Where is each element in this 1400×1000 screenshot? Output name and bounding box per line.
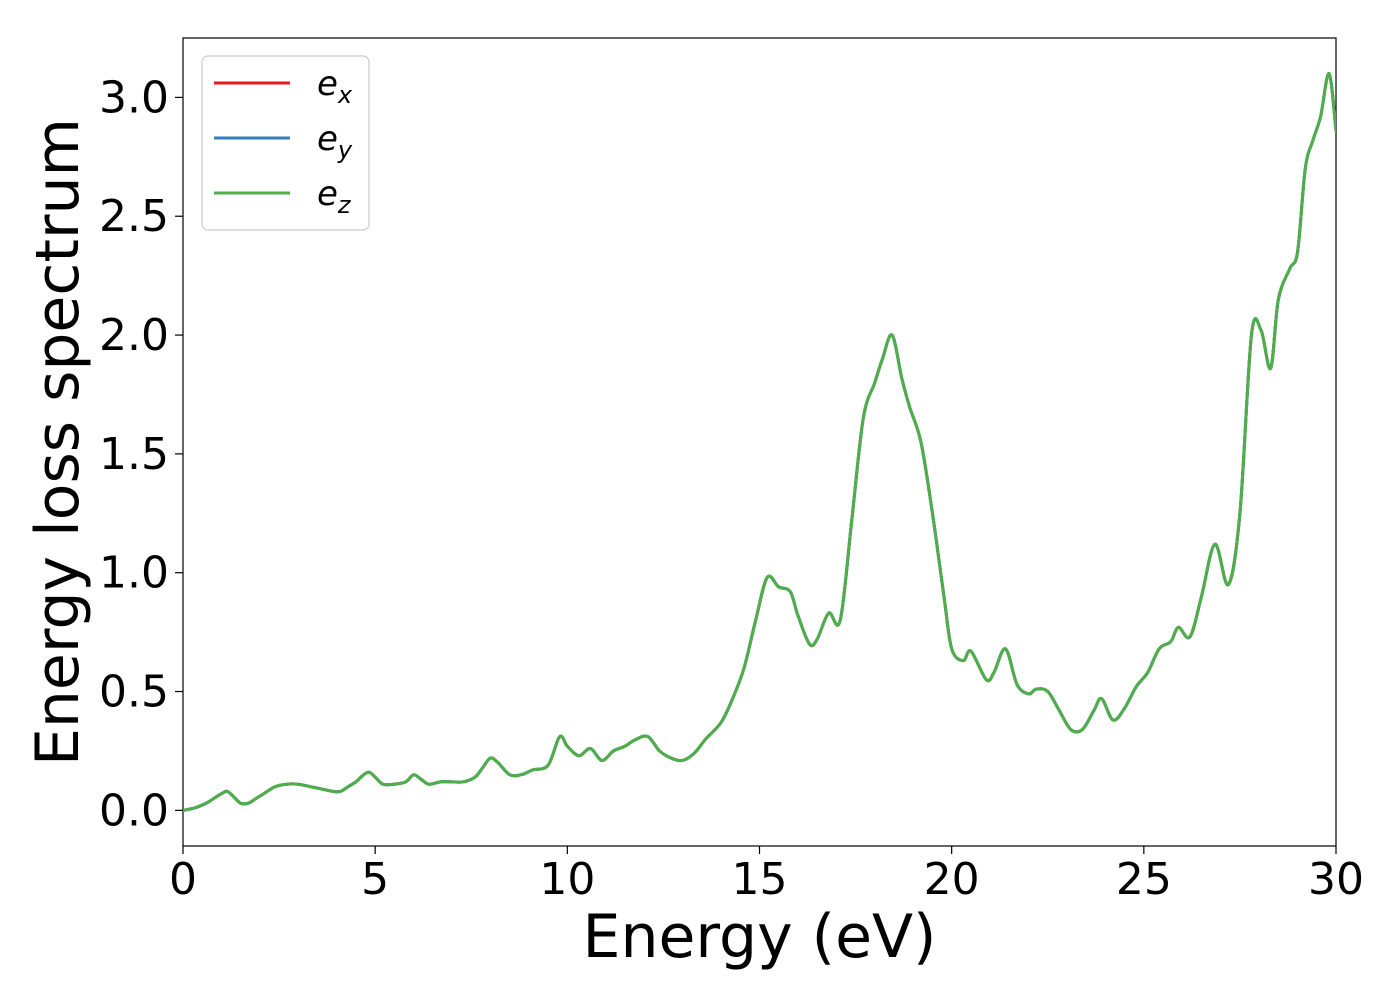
x-axis-title: Energy (eV): [583, 902, 937, 972]
plot-frame: [182, 37, 1337, 847]
x-tick-label: 30: [1308, 854, 1364, 905]
x-tick-label: 10: [539, 854, 595, 905]
legend-box: [201, 55, 370, 231]
plot-area: [182, 37, 1337, 847]
series-line-z: [183, 72, 1336, 812]
y-axis: 0.0 0.5 1.0 1.5 2.0 2.5 3.0: [99, 72, 183, 836]
legend-entry-x: ex: [214, 64, 353, 109]
y-tick-label: 0.0: [99, 785, 169, 836]
x-tick-label: 20: [924, 854, 980, 905]
legend: ex ey ez: [201, 55, 370, 231]
legend-entry-z: ez: [214, 174, 352, 219]
legend-label: ex: [317, 64, 353, 109]
y-tick-label: 1.5: [99, 429, 169, 480]
y-axis-title: Energy loss spectrum: [23, 118, 93, 766]
x-axis: 0 5 10 15 20 25 30: [169, 846, 1364, 905]
y-tick-label: 2.0: [99, 310, 169, 361]
legend-label: ey: [317, 119, 353, 164]
y-tick-label: 0.5: [99, 667, 169, 718]
y-tick-label: 3.0: [99, 72, 169, 123]
series-layer: [183, 72, 1336, 812]
y-tick-label: 2.5: [99, 191, 169, 242]
legend-entry-y: ey: [214, 119, 353, 164]
x-tick-label: 15: [732, 854, 788, 905]
y-tick-label: 1.0: [99, 548, 169, 599]
x-tick-label: 25: [1116, 854, 1172, 905]
x-tick-label: 5: [361, 854, 389, 905]
legend-label: ez: [317, 174, 352, 219]
x-tick-label: 0: [169, 854, 197, 905]
